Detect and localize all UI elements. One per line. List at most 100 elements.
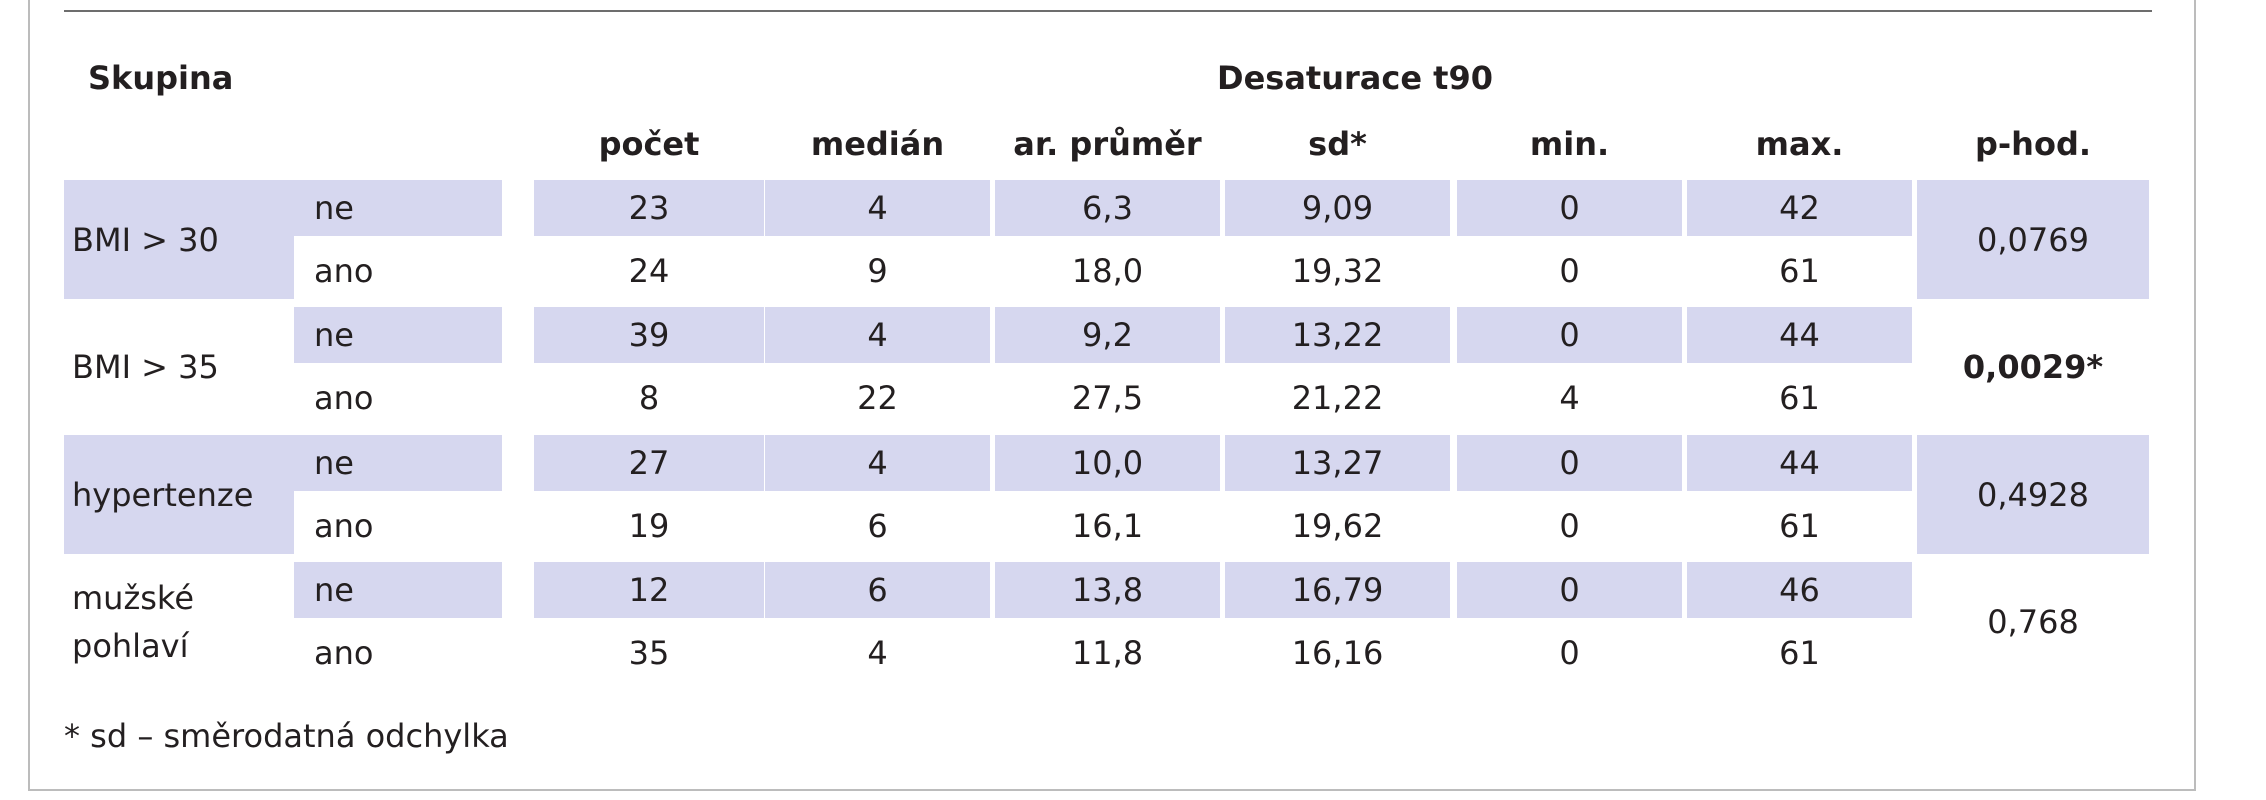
table-cell: 16,1	[1071, 507, 1144, 545]
row-bg-cell	[765, 180, 990, 236]
table-cell: 16,79	[1291, 571, 1384, 609]
row-sub-label: ano	[314, 634, 374, 672]
table-cell: 6	[867, 507, 888, 545]
row-bg-sub	[294, 562, 502, 618]
table-cell: 0	[1559, 316, 1580, 354]
table-cell: 13,27	[1291, 444, 1384, 482]
row-bg-sub	[294, 180, 502, 236]
p-value-cell-bg	[1917, 435, 2149, 554]
table-cell: 16,16	[1291, 634, 1384, 672]
table-cell: 61	[1779, 507, 1820, 545]
table-cell: 46	[1779, 571, 1820, 609]
table-cell: 11,8	[1071, 634, 1144, 672]
row-bg-cell	[1225, 562, 1450, 618]
row-bg-cell	[995, 180, 1220, 236]
row-bg-cell	[1687, 180, 1912, 236]
row-sub-label: ne	[314, 189, 354, 227]
table-cell: 27,5	[1071, 379, 1144, 417]
row-bg-cell	[995, 562, 1220, 618]
group-cell-bg	[64, 435, 294, 554]
group-cell-bg	[64, 180, 294, 299]
group-label: hypertenze	[72, 475, 254, 514]
table-cell: 13,8	[1071, 571, 1144, 609]
row-bg-cell	[1457, 307, 1682, 363]
table-cell: 9,2	[1082, 316, 1133, 354]
row-bg-cell	[1457, 180, 1682, 236]
group-label: pohlaví	[72, 626, 189, 665]
table-cell: 18,0	[1071, 252, 1144, 290]
column-header: medián	[810, 125, 945, 163]
row-bg-cell	[1687, 435, 1912, 491]
table-cell: 0	[1559, 444, 1580, 482]
row-sub-label: ano	[314, 379, 374, 417]
row-bg-cell	[1225, 435, 1450, 491]
column-header: p-hod.	[1974, 125, 2091, 163]
row-sub-label: ano	[314, 507, 374, 545]
header-main: Desaturace t90	[1217, 59, 1493, 97]
table-cell: 0	[1559, 189, 1580, 227]
p-value: 0,0029*	[1962, 347, 2104, 386]
table-cell: 39	[628, 316, 670, 354]
table-cell: 19,62	[1291, 507, 1384, 545]
p-value-cell-bg	[1917, 180, 2149, 299]
table-cell: 44	[1779, 444, 1820, 482]
top-rule	[64, 10, 2152, 12]
footnote: * sd – směrodatná odchylka	[64, 717, 509, 755]
row-bg-cell	[534, 562, 764, 618]
table-cell: 12	[628, 571, 670, 609]
column-header: min.	[1529, 125, 1610, 163]
table-cell: 6,3	[1082, 189, 1133, 227]
group-label: BMI > 35	[72, 347, 219, 386]
row-bg-cell	[765, 562, 990, 618]
table-cell: 61	[1779, 252, 1820, 290]
column-header: max.	[1755, 125, 1844, 163]
row-sub-label: ne	[314, 444, 354, 482]
row-bg-cell	[534, 435, 764, 491]
table-cell: 42	[1779, 189, 1820, 227]
row-bg-cell	[1225, 307, 1450, 363]
row-sub-label: ne	[314, 316, 354, 354]
row-bg-cell	[1457, 562, 1682, 618]
row-bg-cell	[995, 435, 1220, 491]
table-cell: 19,32	[1291, 252, 1384, 290]
table-cell: 8	[638, 379, 660, 417]
row-bg-cell	[1457, 435, 1682, 491]
table-cell: 4	[1559, 379, 1580, 417]
p-value: 0,4928	[1977, 475, 2089, 514]
row-bg-cell	[765, 307, 990, 363]
table-cell: 61	[1779, 379, 1820, 417]
p-value: 0,768	[1987, 602, 2079, 641]
table-cell: 10,0	[1071, 444, 1144, 482]
row-bg-cell	[995, 307, 1220, 363]
table-cell: 19	[628, 507, 670, 545]
row-bg-cell	[534, 307, 764, 363]
row-bg-cell	[1687, 562, 1912, 618]
group-label: mužské	[72, 578, 194, 617]
p-value: 0,0769	[1977, 220, 2089, 259]
table-cell: 4	[867, 634, 888, 672]
row-bg-cell	[1225, 180, 1450, 236]
table-cell: 9	[867, 252, 888, 290]
row-bg-sub	[294, 307, 502, 363]
row-sub-label: ne	[314, 571, 354, 609]
table-cell: 0	[1559, 571, 1580, 609]
table-cell: 35	[628, 634, 670, 672]
table-cell: 13,22	[1291, 316, 1384, 354]
row-bg-cell	[765, 435, 990, 491]
table-cell: 4	[867, 316, 888, 354]
row-bg-sub	[294, 435, 502, 491]
table-cell: 0	[1559, 252, 1580, 290]
header-group: Skupina	[88, 59, 234, 97]
table-cell: 4	[867, 444, 888, 482]
table-cell: 21,22	[1291, 379, 1384, 417]
group-label: BMI > 30	[72, 220, 219, 259]
table-cell: 4	[867, 189, 888, 227]
row-bg-cell	[534, 180, 764, 236]
table-cell: 22	[857, 379, 898, 417]
table-cell: 23	[628, 189, 670, 227]
table-cell: 61	[1779, 634, 1820, 672]
row-bg-cell	[1687, 307, 1912, 363]
column-header: sd*	[1308, 125, 1367, 163]
column-header: počet	[598, 125, 700, 163]
table-cell: 44	[1779, 316, 1820, 354]
